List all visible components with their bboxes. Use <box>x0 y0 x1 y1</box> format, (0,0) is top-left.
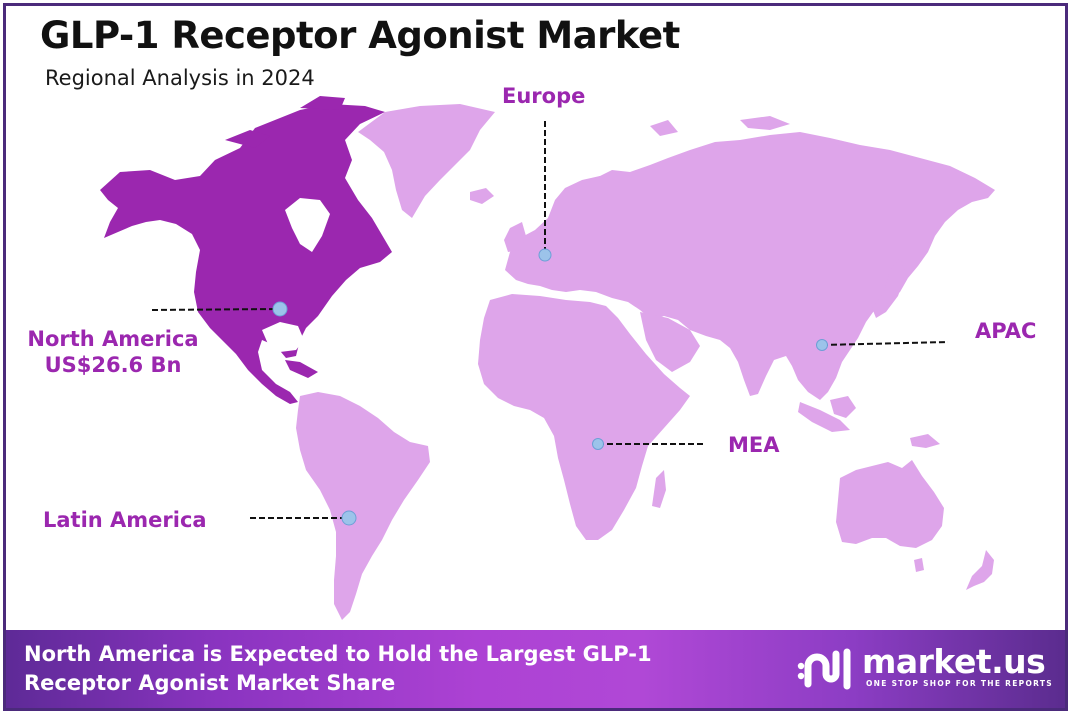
label-apac: APAC <box>975 319 1037 343</box>
market-us-logo: market.us ONE STOP SHOP FOR THE REPORTS <box>796 642 1056 694</box>
label-north-america: North America US$26.6 Bn <box>18 326 208 378</box>
logo-wordmark: market.us <box>862 642 1046 681</box>
marker-north-america <box>272 301 288 317</box>
marker-apac <box>816 339 828 351</box>
leader-lines <box>151 121 949 519</box>
footer-banner: North America is Expected to Hold the La… <box>6 630 1065 708</box>
marker-latin-america <box>341 510 357 526</box>
region-value-north-america: US$26.6 Bn <box>44 353 182 377</box>
logo-tagline: ONE STOP SHOP FOR THE REPORTS <box>866 679 1053 688</box>
label-mea: MEA <box>728 433 780 457</box>
marker-mea <box>592 438 604 450</box>
region-markers <box>272 248 828 526</box>
region-name-north-america: North America <box>27 327 199 351</box>
label-europe: Europe <box>502 84 586 108</box>
banner-headline: North America is Expected to Hold the La… <box>24 640 724 698</box>
label-latin-america: Latin America <box>43 508 207 532</box>
market-us-logo-icon <box>797 648 851 690</box>
region-north-america <box>100 96 392 404</box>
banner-line-1: North America is Expected to Hold the La… <box>24 642 652 666</box>
banner-line-2: Receptor Agonist Market Share <box>24 671 396 695</box>
region-other <box>296 104 995 620</box>
page-title: GLP-1 Receptor Agonist Market <box>40 14 680 57</box>
page-subtitle: Regional Analysis in 2024 <box>45 66 315 90</box>
marker-europe <box>538 248 552 262</box>
